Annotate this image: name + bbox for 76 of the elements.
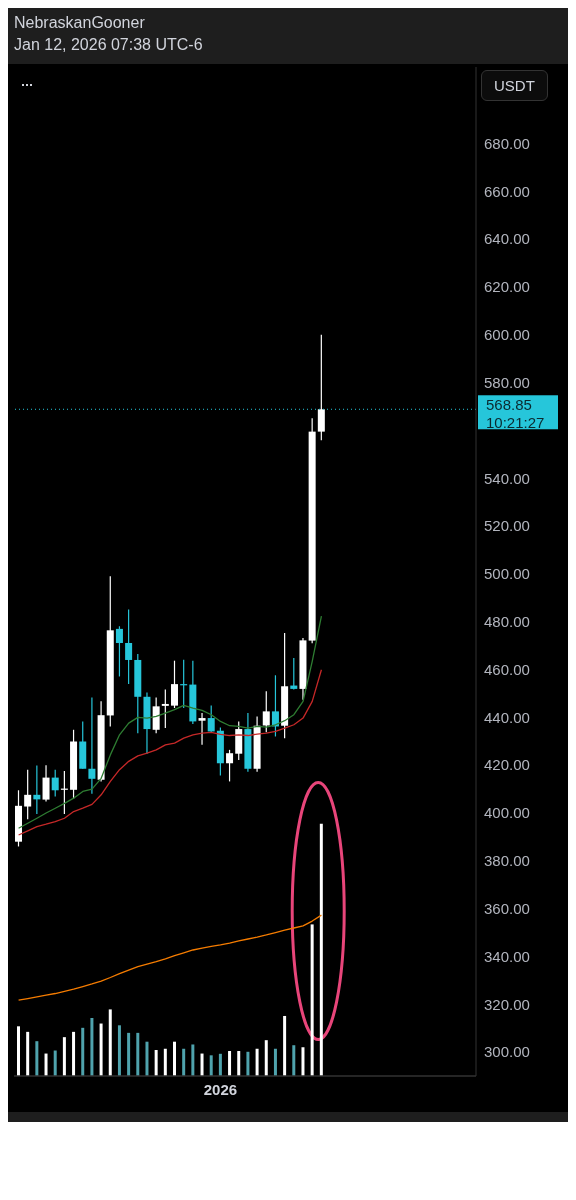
- candlestick: [161, 689, 169, 729]
- bar: [26, 1031, 30, 1076]
- candlestick: [88, 696, 96, 795]
- bar: [90, 1017, 94, 1076]
- bar: [72, 1031, 76, 1076]
- candlestick: [152, 696, 160, 734]
- bar: [200, 1053, 204, 1076]
- bar: [218, 1053, 222, 1076]
- bar: [136, 1032, 140, 1076]
- candlestick: [42, 764, 50, 803]
- x-tick-label: 2026: [203, 1080, 238, 1098]
- y-tick-label: 300.00: [484, 1043, 530, 1061]
- y-tick-label: 320.00: [484, 995, 530, 1013]
- candlestick: [24, 769, 32, 820]
- bar: [163, 1048, 167, 1076]
- bar: [35, 1041, 39, 1076]
- y-axis-title: USDT: [481, 70, 548, 101]
- y-tick-label: 640.00: [484, 230, 530, 248]
- y-tick-label: 520.00: [484, 517, 530, 535]
- candlestick: [171, 660, 178, 709]
- bar: [108, 1009, 112, 1076]
- y-tick-label: 420.00: [484, 756, 530, 774]
- y-tick-label: 540.00: [484, 469, 530, 487]
- candlestick: [207, 704, 215, 733]
- y-tick-label: 480.00: [484, 613, 530, 631]
- bar: [154, 1050, 158, 1076]
- y-tick-label: 580.00: [484, 373, 530, 391]
- bar: [209, 1055, 213, 1076]
- chart-subtitle: Jan 12, 2026 07:38 UTC-6: [14, 35, 204, 55]
- line-series: [17, 914, 323, 1001]
- y-tick-label: 620.00: [484, 278, 530, 296]
- y-tick-label: 440.00: [484, 708, 530, 726]
- candlestick: [262, 690, 270, 733]
- y-tick-label: 500.00: [484, 565, 530, 583]
- bar: [127, 1032, 131, 1076]
- bar: [246, 1051, 250, 1076]
- bar: [237, 1051, 241, 1076]
- bar: [173, 1041, 176, 1076]
- bar: [117, 1025, 121, 1076]
- y-tick-label: 600.00: [484, 326, 530, 344]
- bar: [17, 1026, 20, 1076]
- bar: [264, 1040, 268, 1076]
- y-tick-label: 660.00: [484, 182, 530, 200]
- bar: [182, 1048, 186, 1076]
- bar: [310, 924, 314, 1076]
- y-tick-label: 460.00: [484, 660, 530, 678]
- bar: [81, 1027, 85, 1076]
- y-tick-label: 680.00: [484, 134, 530, 152]
- candlestick: [125, 608, 133, 685]
- bar: [99, 1023, 103, 1076]
- bar: [145, 1041, 149, 1076]
- bar: [292, 1045, 296, 1076]
- bar: [191, 1044, 195, 1076]
- candlestick: [271, 674, 279, 738]
- chart-title: NebraskanGooner: [14, 13, 146, 33]
- bar: [62, 1037, 66, 1076]
- bar: [273, 1048, 277, 1076]
- y-tick-label: 380.00: [484, 852, 530, 870]
- candlestick: [198, 712, 206, 746]
- candlestick: [317, 334, 325, 441]
- bar: [301, 1047, 305, 1076]
- bar: [319, 823, 323, 1076]
- ref-line-label: 568.85: [486, 396, 532, 414]
- bar: [53, 1050, 57, 1076]
- candlestick: [290, 657, 298, 691]
- bar: [228, 1051, 232, 1076]
- y-tick-label: 360.00: [484, 899, 530, 917]
- candlestick: [51, 769, 59, 798]
- candlestick: [115, 625, 123, 678]
- y-tick-label: 340.00: [484, 947, 530, 965]
- bar: [255, 1048, 259, 1076]
- y-tick-label: 400.00: [484, 804, 530, 822]
- bar: [283, 1015, 287, 1076]
- bar: [44, 1053, 48, 1076]
- candlestick: [226, 749, 234, 783]
- text: 10:21:27: [486, 414, 545, 432]
